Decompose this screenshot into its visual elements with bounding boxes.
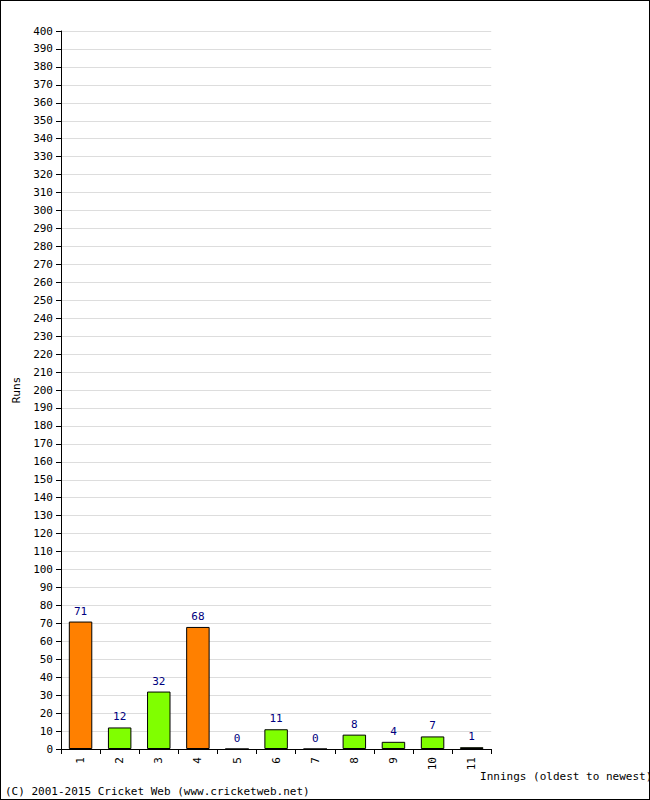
svg-text:10: 10: [40, 725, 53, 738]
svg-text:80: 80: [40, 599, 53, 612]
svg-text:68: 68: [191, 610, 204, 623]
svg-text:400: 400: [33, 25, 53, 38]
svg-text:8: 8: [348, 757, 361, 764]
svg-text:11: 11: [465, 757, 478, 770]
svg-text:90: 90: [40, 581, 53, 594]
svg-text:12: 12: [113, 710, 126, 723]
svg-text:100: 100: [33, 563, 53, 576]
svg-text:7: 7: [309, 757, 322, 764]
svg-text:4: 4: [390, 725, 397, 738]
svg-text:0: 0: [234, 732, 241, 745]
svg-text:300: 300: [33, 204, 53, 217]
svg-text:1: 1: [74, 757, 87, 764]
svg-text:8: 8: [351, 718, 358, 731]
svg-text:310: 310: [33, 186, 53, 199]
svg-text:270: 270: [33, 258, 53, 271]
svg-text:4: 4: [191, 757, 204, 764]
svg-text:71: 71: [74, 605, 87, 618]
svg-text:180: 180: [33, 419, 53, 432]
svg-text:60: 60: [40, 635, 53, 648]
svg-text:Runs: Runs: [10, 377, 23, 404]
svg-text:190: 190: [33, 401, 53, 414]
svg-text:160: 160: [33, 455, 53, 468]
svg-text:200: 200: [33, 384, 53, 397]
svg-text:150: 150: [33, 473, 53, 486]
svg-text:(C) 2001-2015 Cricket Web (www: (C) 2001-2015 Cricket Web (www.cricketwe…: [5, 785, 310, 798]
svg-text:1: 1: [468, 730, 475, 743]
svg-text:340: 340: [33, 132, 53, 145]
svg-text:5: 5: [231, 757, 244, 764]
svg-text:130: 130: [33, 509, 53, 522]
svg-text:320: 320: [33, 168, 53, 181]
svg-text:30: 30: [40, 689, 53, 702]
svg-text:240: 240: [33, 312, 53, 325]
svg-text:9: 9: [387, 757, 400, 764]
svg-text:110: 110: [33, 545, 53, 558]
svg-text:3: 3: [152, 757, 165, 764]
svg-text:250: 250: [33, 294, 53, 307]
svg-text:20: 20: [40, 707, 53, 720]
svg-text:280: 280: [33, 240, 53, 253]
svg-text:32: 32: [152, 675, 165, 688]
svg-text:2: 2: [113, 757, 126, 764]
svg-text:0: 0: [312, 732, 319, 745]
svg-text:350: 350: [33, 114, 53, 127]
svg-text:120: 120: [33, 527, 53, 540]
svg-text:380: 380: [33, 60, 53, 73]
svg-text:290: 290: [33, 222, 53, 235]
svg-text:260: 260: [33, 276, 53, 289]
svg-text:360: 360: [33, 96, 53, 109]
svg-text:0: 0: [46, 743, 53, 756]
svg-text:7: 7: [429, 719, 436, 732]
svg-text:220: 220: [33, 348, 53, 361]
svg-text:370: 370: [33, 78, 53, 91]
svg-text:Innings (oldest to newest): Innings (oldest to newest): [480, 770, 649, 783]
svg-text:70: 70: [40, 617, 53, 630]
svg-text:40: 40: [40, 671, 53, 684]
svg-text:230: 230: [33, 330, 53, 343]
svg-text:10: 10: [426, 757, 439, 770]
svg-text:210: 210: [33, 366, 53, 379]
svg-text:140: 140: [33, 491, 53, 504]
svg-text:50: 50: [40, 653, 53, 666]
svg-text:6: 6: [270, 757, 283, 764]
svg-text:11: 11: [269, 712, 282, 725]
svg-text:390: 390: [33, 42, 53, 55]
svg-text:170: 170: [33, 437, 53, 450]
svg-text:330: 330: [33, 150, 53, 163]
